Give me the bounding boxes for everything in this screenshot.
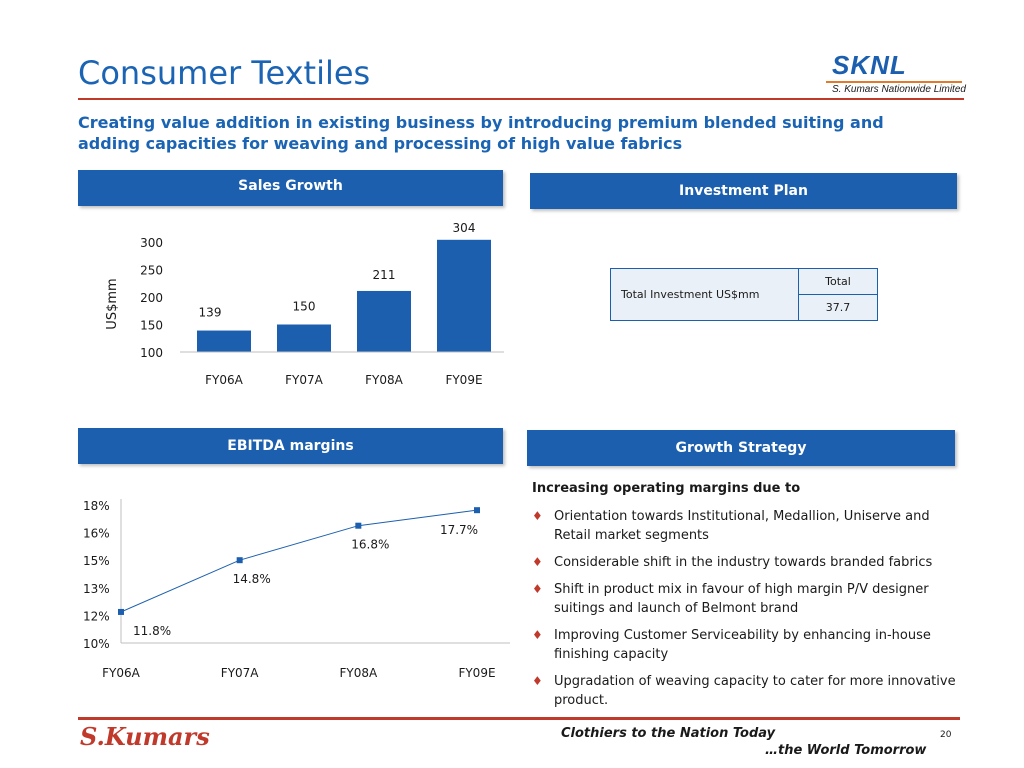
ebitda-y-tick-label: 15% xyxy=(83,554,110,568)
ebitda-y-tick-label: 12% xyxy=(83,609,110,623)
ebitda-y-tick-label: 16% xyxy=(83,527,110,541)
list-item: ♦ Improving Customer Serviceability by en… xyxy=(532,628,931,662)
sales-growth-chart: US$mm 100 150 200 250 300 139 150 211 304 FY06A… xyxy=(105,221,504,387)
diamond-bullet-icon: ♦ xyxy=(532,555,543,569)
page-number: 20 xyxy=(940,730,952,740)
sales-data-label: 139 xyxy=(199,306,222,320)
logo-divider xyxy=(826,81,962,83)
ebitda-x-tick-label: FY09E xyxy=(458,666,495,680)
sales-x-tick-label: FY06A xyxy=(205,373,244,387)
ebitda-series-line xyxy=(120,509,478,613)
growth-strategy-lead: Increasing operating margins due to xyxy=(532,481,801,496)
investment-row-label: Total Investment US$mm xyxy=(610,268,799,321)
ebitda-x-tick-label: FY06A xyxy=(102,666,141,680)
investment-plan-header: Investment Plan xyxy=(530,173,957,209)
page-subtitle: Creating value addition in existing busi… xyxy=(78,113,884,153)
ebitda-data-label: 11.8% xyxy=(133,624,171,638)
sales-bar xyxy=(357,290,411,352)
sales-x-tick-label: FY07A xyxy=(285,373,324,387)
ebitda-y-tick-label: 13% xyxy=(83,582,110,596)
diamond-bullet-icon: ♦ xyxy=(532,509,543,523)
sales-y-axis-label: US$mm xyxy=(105,278,120,329)
sales-bar xyxy=(197,330,251,352)
footer-tagline-2: …the World Tomorrow xyxy=(765,743,927,758)
list-item: ♦ Upgradation of weaving capacity to cate… xyxy=(532,674,956,708)
ebitda-margins-chart: 10%12%13%15%16%18% 11.8%14.8%16.8%17.7% … xyxy=(83,499,510,680)
sales-data-label: 150 xyxy=(293,300,316,314)
ebitda-point xyxy=(118,608,124,615)
ebitda-data-label: 14.8% xyxy=(233,572,271,586)
company-name: S. Kumars Nationwide Limited xyxy=(832,84,966,95)
footer-divider xyxy=(78,717,960,720)
sales-y-tick-label: 150 xyxy=(140,319,163,333)
growth-strategy-header: Growth Strategy xyxy=(527,430,955,466)
sales-data-label: 304 xyxy=(453,221,476,235)
sales-y-tick-label: 250 xyxy=(140,264,163,278)
sales-x-tick-label: FY09E xyxy=(445,373,482,387)
footer-tagline-1: Clothiers to the Nation Today xyxy=(561,726,776,741)
ebitda-y-tick-label: 10% xyxy=(83,637,110,651)
investment-value: 37.7 xyxy=(798,294,878,321)
ebitda-margins-header: EBITDA margins xyxy=(78,428,503,464)
investment-col-header: Total xyxy=(798,268,878,295)
list-item: ♦ Shift in product mix in favour of high … xyxy=(532,582,929,616)
sales-bar xyxy=(437,239,491,352)
footer-logo: S.Kumars xyxy=(80,722,210,751)
diamond-bullet-icon: ♦ xyxy=(532,582,543,596)
growth-strategy-list: ♦ Orientation towards Institutional, Meda… xyxy=(532,507,962,718)
ebitda-y-tick-label: 18% xyxy=(83,499,110,513)
list-item: ♦ Considerable shift in the industry towa… xyxy=(532,555,933,570)
title-divider xyxy=(78,98,964,100)
sales-x-tick-label: FY08A xyxy=(365,373,404,387)
ebitda-point xyxy=(474,507,480,514)
ebitda-data-label: 17.7% xyxy=(440,523,478,537)
investment-table: Total Investment US$mm Total 37.7 xyxy=(610,268,878,321)
sales-y-tick-label: 200 xyxy=(140,291,163,305)
company-logo: SKNL xyxy=(832,50,907,80)
sales-growth-header: Sales Growth xyxy=(78,170,503,206)
ebitda-point xyxy=(355,522,362,529)
sales-data-label: 211 xyxy=(373,268,396,282)
ebitda-point xyxy=(236,557,243,564)
ebitda-x-tick-label: FY07A xyxy=(221,666,260,680)
diamond-bullet-icon: ♦ xyxy=(532,674,543,688)
sales-y-tick-label: 100 xyxy=(140,346,163,360)
diamond-bullet-icon: ♦ xyxy=(532,628,543,642)
sales-y-tick-label: 300 xyxy=(140,236,163,250)
ebitda-data-label: 16.8% xyxy=(351,538,389,552)
sales-bar xyxy=(277,324,331,352)
list-item: ♦ Orientation towards Institutional, Meda… xyxy=(532,509,930,543)
page-title: Consumer Textiles xyxy=(78,54,371,92)
ebitda-x-tick-label: FY08A xyxy=(339,666,378,680)
